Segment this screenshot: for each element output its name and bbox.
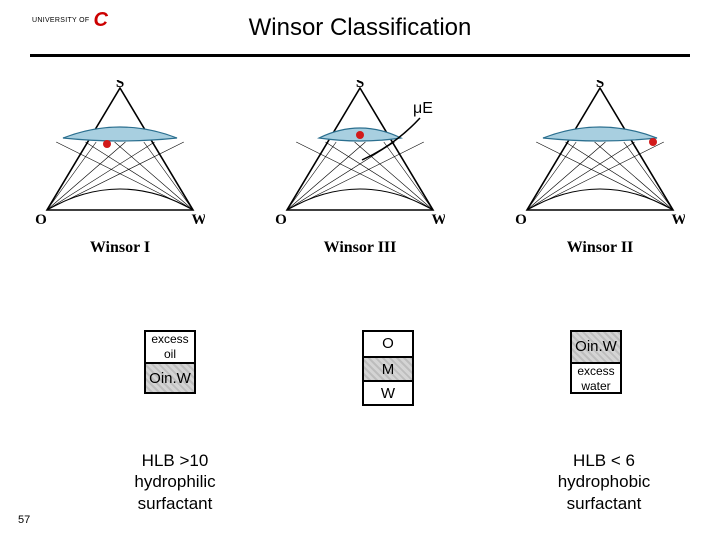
triangle-caption: Winsor II xyxy=(490,239,710,257)
triangle-caption: Winsor I xyxy=(10,239,230,257)
triangle-winsor-ii: S O W Winsor II xyxy=(490,80,710,257)
vertex-label-w: W xyxy=(432,212,446,228)
triangle-caption: Winsor III xyxy=(250,239,470,257)
ternary-diagram: S O W xyxy=(515,80,685,230)
apex-label-s: S xyxy=(116,80,124,91)
triangle-winsor-i: S O W Winsor I xyxy=(10,80,230,257)
tube-phase: excessoil xyxy=(146,332,194,362)
composition-point xyxy=(356,131,364,139)
tube-phase: Oin.W xyxy=(146,362,194,392)
test-tube-2: OMW xyxy=(362,330,414,406)
hlb-caption-1: HLB >10hydrophilicsurfactant xyxy=(110,450,240,514)
test-tube-3: Oin.Wexcesswater xyxy=(570,330,622,394)
hlb-caption-2: HLB < 6hydrophobicsurfactant xyxy=(534,450,674,514)
tube-phase: Oin.W xyxy=(572,332,620,362)
apex-label-s: S xyxy=(596,80,604,91)
vertex-label-o: O xyxy=(35,212,47,228)
vertex-label-o: O xyxy=(515,212,527,228)
ternary-diagram: S O W xyxy=(35,80,205,230)
composition-point xyxy=(103,140,111,148)
tube-phase: O xyxy=(364,332,412,356)
slide-title: Winsor Classification xyxy=(0,14,720,42)
composition-point xyxy=(649,138,657,146)
vertex-label-w: W xyxy=(672,212,686,228)
tube-phase: excesswater xyxy=(572,362,620,392)
tube-phase: M xyxy=(364,356,412,380)
title-underline xyxy=(30,54,690,57)
tube-body: Oin.Wexcesswater xyxy=(570,330,622,394)
two-phase-lens xyxy=(63,127,177,141)
vertex-label-o: O xyxy=(275,212,287,228)
test-tube-1: excessoilOin.W xyxy=(144,330,196,394)
slide-number: 57 xyxy=(18,514,30,526)
apex-label-s: S xyxy=(356,80,364,91)
triangles-row: S O W Winsor I S O W Winsor III S O W xyxy=(0,80,720,257)
vertex-label-w: W xyxy=(192,212,206,228)
two-phase-lens xyxy=(543,127,657,141)
tube-body: OMW xyxy=(362,330,414,406)
mu-e-label: μE xyxy=(413,100,433,118)
triangle-winsor-iii: S O W Winsor III xyxy=(250,80,470,257)
tube-phase: W xyxy=(364,380,412,404)
tube-body: excessoilOin.W xyxy=(144,330,196,394)
